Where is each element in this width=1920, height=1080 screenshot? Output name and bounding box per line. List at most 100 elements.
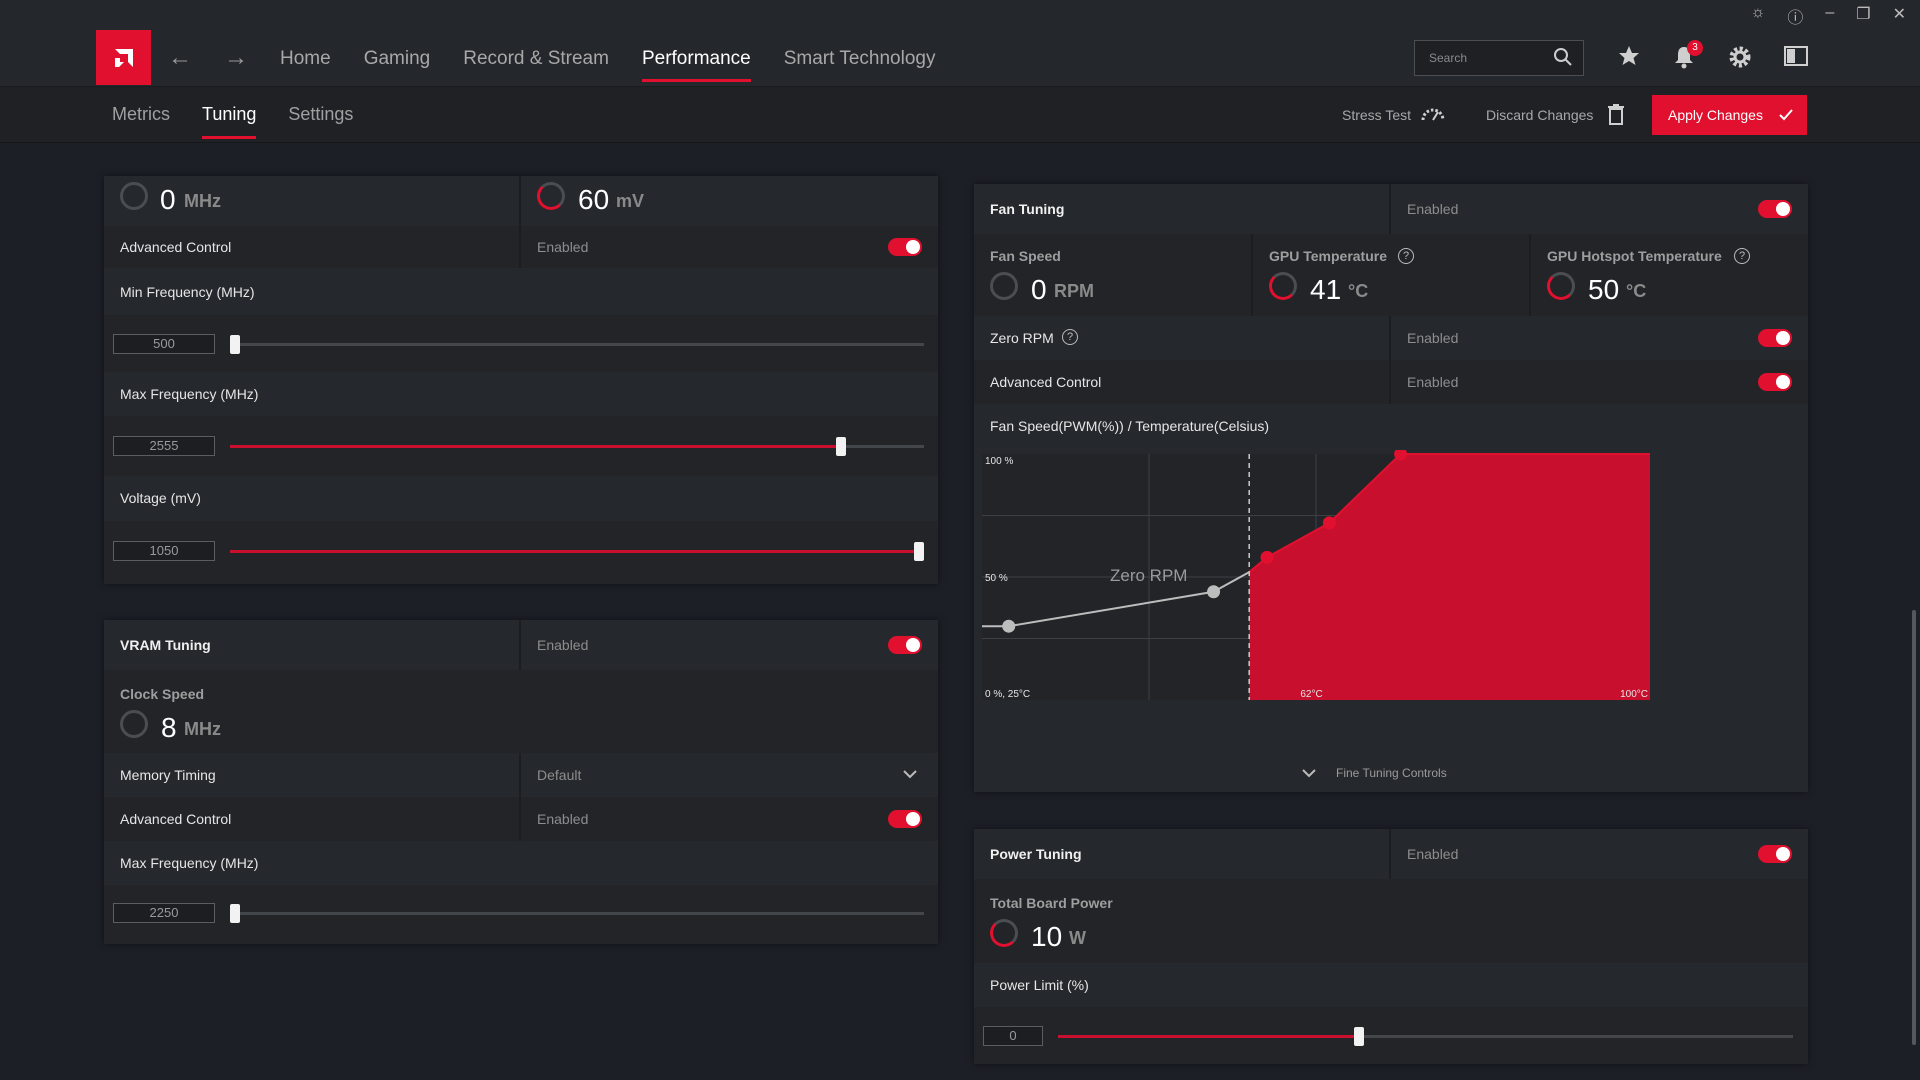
nav-home[interactable]: Home [280, 48, 331, 69]
vram-max-frequency-slider[interactable] [230, 904, 924, 923]
fan-curve-point-4 [1322, 516, 1336, 530]
title-bar: ☼ ⓘ – ❐ ✕ [0, 0, 1920, 30]
search-icon[interactable] [1553, 47, 1573, 67]
max-frequency-slider-row: 2555 [104, 416, 938, 478]
fan-advanced-control-toggle[interactable] [1758, 373, 1792, 391]
help-icon[interactable]: ⓘ [1787, 10, 1804, 27]
power-limit-slider-fill [1058, 1035, 1360, 1038]
min-frequency-slider[interactable] [230, 335, 924, 354]
zero-rpm-toggle[interactable] [1758, 329, 1792, 347]
minimize-icon[interactable]: – [1825, 4, 1835, 21]
power-limit-slider-thumb[interactable] [1354, 1027, 1365, 1046]
gpu-temperature-help-icon[interactable]: ? [1398, 248, 1414, 264]
apply-changes-button[interactable]: Apply Changes [1652, 95, 1807, 135]
advanced-control-label: Advanced Control [120, 239, 232, 255]
search-box[interactable]: Search [1414, 40, 1584, 76]
fan-speed-value: 0 [1031, 274, 1047, 305]
x-tick-62: 62°C [1300, 689, 1322, 700]
page-scrollbar[interactable] [1912, 610, 1916, 1045]
fan-speed-gauge-icon [990, 272, 1018, 300]
forward-arrow-icon[interactable]: → [224, 44, 248, 71]
voltage-slider-thumb[interactable] [914, 542, 924, 561]
fan-tuning-toggle[interactable] [1758, 200, 1792, 218]
fan-curve-title: Fan Speed(PWM(%)) / Temperature(Celsius) [990, 418, 1270, 434]
min-frequency-slider-row: 500 [104, 315, 938, 374]
fan-speed-label: Fan Speed [990, 248, 1061, 264]
board-power-value: 10 [1031, 921, 1063, 952]
power-limit-slider[interactable] [1058, 1027, 1793, 1046]
nav-record-stream[interactable]: Record & Stream [463, 48, 609, 69]
voltage-input[interactable]: 1050 [113, 541, 215, 561]
nav-smart-technology[interactable]: Smart Technology [783, 48, 936, 69]
fine-tuning-row: Fine Tuning Controls [974, 756, 1808, 792]
memory-timing-label: Memory Timing [120, 767, 216, 783]
back-arrow-icon[interactable]: ← [168, 44, 192, 71]
gpu-hotspot-unit: °C [1626, 281, 1647, 301]
tab-settings[interactable]: Settings [288, 104, 354, 124]
gpu-voltage-value: 60 [578, 184, 610, 215]
gpu-readout-row: 0 MHz 60 mV [104, 176, 938, 228]
memory-timing-dropdown[interactable]: Default [537, 767, 582, 783]
amd-logo[interactable] [96, 30, 151, 85]
power-tuning-toggle[interactable] [1758, 845, 1792, 863]
gpu-voltage-unit: mV [616, 191, 645, 211]
chevron-down-icon[interactable] [1302, 768, 1316, 778]
max-frequency-label-row: Max Frequency (MHz) [104, 372, 938, 418]
advanced-control-status: Enabled [537, 239, 589, 255]
board-power-unit: W [1069, 928, 1086, 948]
main-nav: Home Gaming Record & Stream Performance … [280, 48, 936, 82]
vram-header-row: VRAM Tuning Enabled [104, 620, 938, 672]
voltage-slider[interactable] [230, 542, 924, 561]
vram-advanced-control-toggle[interactable] [888, 810, 922, 828]
gpu-temperature-gauge-icon [1269, 272, 1297, 300]
tab-tuning[interactable]: Tuning [202, 104, 257, 139]
fan-curve-point-3 [1260, 550, 1274, 564]
trash-icon[interactable] [1607, 103, 1625, 125]
max-frequency-input[interactable]: 2555 [113, 436, 215, 456]
vram-tuning-title: VRAM Tuning [120, 637, 211, 653]
max-frequency-slider-thumb[interactable] [835, 437, 846, 456]
stress-test-gauge-icon[interactable] [1420, 103, 1446, 123]
amd-logo-icon [114, 48, 133, 67]
chevron-down-icon[interactable] [903, 769, 917, 779]
memory-timing-row: Memory Timing Default [104, 753, 938, 799]
vram-tuning-toggle[interactable] [888, 636, 922, 654]
power-tuning-status: Enabled [1407, 846, 1459, 862]
vram-max-frequency-label-row: Max Frequency (MHz) [104, 841, 938, 887]
stress-test-button[interactable]: Stress Test [1342, 107, 1411, 123]
gpu-hotspot-help-icon[interactable]: ? [1734, 248, 1750, 264]
fan-tuning-status: Enabled [1407, 201, 1459, 217]
vram-advanced-control-status: Enabled [537, 811, 589, 827]
tab-metrics[interactable]: Metrics [112, 104, 170, 124]
gpu-hotspot-label: GPU Hotspot Temperature [1547, 248, 1722, 264]
power-limit-input[interactable]: 0 [983, 1026, 1043, 1046]
max-frequency-slider[interactable] [230, 437, 924, 456]
power-tuning-title: Power Tuning [990, 846, 1082, 862]
min-frequency-input[interactable]: 500 [113, 334, 215, 354]
close-icon[interactable]: ✕ [1892, 6, 1906, 23]
apply-changes-label: Apply Changes [1668, 107, 1763, 123]
fine-tuning-controls-button[interactable]: Fine Tuning Controls [1336, 766, 1447, 780]
fan-advanced-control-row: Advanced Control Enabled [974, 360, 1808, 406]
favorites-star-icon[interactable] [1617, 44, 1641, 68]
vram-max-frequency-slider-thumb[interactable] [230, 904, 240, 923]
fan-advanced-control-label: Advanced Control [990, 374, 1102, 390]
zero-rpm-help-icon[interactable]: ? [1062, 329, 1078, 345]
settings-gear-icon[interactable] [1727, 44, 1753, 70]
discard-changes-button[interactable]: Discard Changes [1486, 107, 1594, 123]
bug-report-icon[interactable]: ☼ [1750, 4, 1766, 21]
sidebar-toggle-icon[interactable] [1783, 44, 1809, 68]
advanced-control-toggle[interactable] [888, 238, 922, 256]
min-frequency-slider-thumb[interactable] [230, 335, 240, 354]
restore-icon[interactable]: ❐ [1856, 6, 1871, 23]
fan-curve-chart[interactable]: Zero RPM 100 % 50 % 0 %, 25°C 62°C 100°C [982, 450, 1800, 756]
nav-performance[interactable]: Performance [641, 48, 751, 82]
gpu-temperature-unit: °C [1348, 281, 1369, 301]
nav-gaming[interactable]: Gaming [363, 48, 431, 69]
gpu-hotspot-value: 50 [1588, 274, 1620, 305]
vram-tuning-panel: VRAM Tuning Enabled Clock Speed 8 MHz Me… [104, 620, 938, 944]
vram-clock-row: Clock Speed 8 MHz [104, 670, 938, 755]
vram-max-frequency-slider-row: 2250 [104, 885, 938, 944]
vram-max-frequency-input[interactable]: 2250 [113, 903, 215, 923]
fan-curve-title-row: Fan Speed(PWM(%)) / Temperature(Celsius) [974, 404, 1808, 448]
